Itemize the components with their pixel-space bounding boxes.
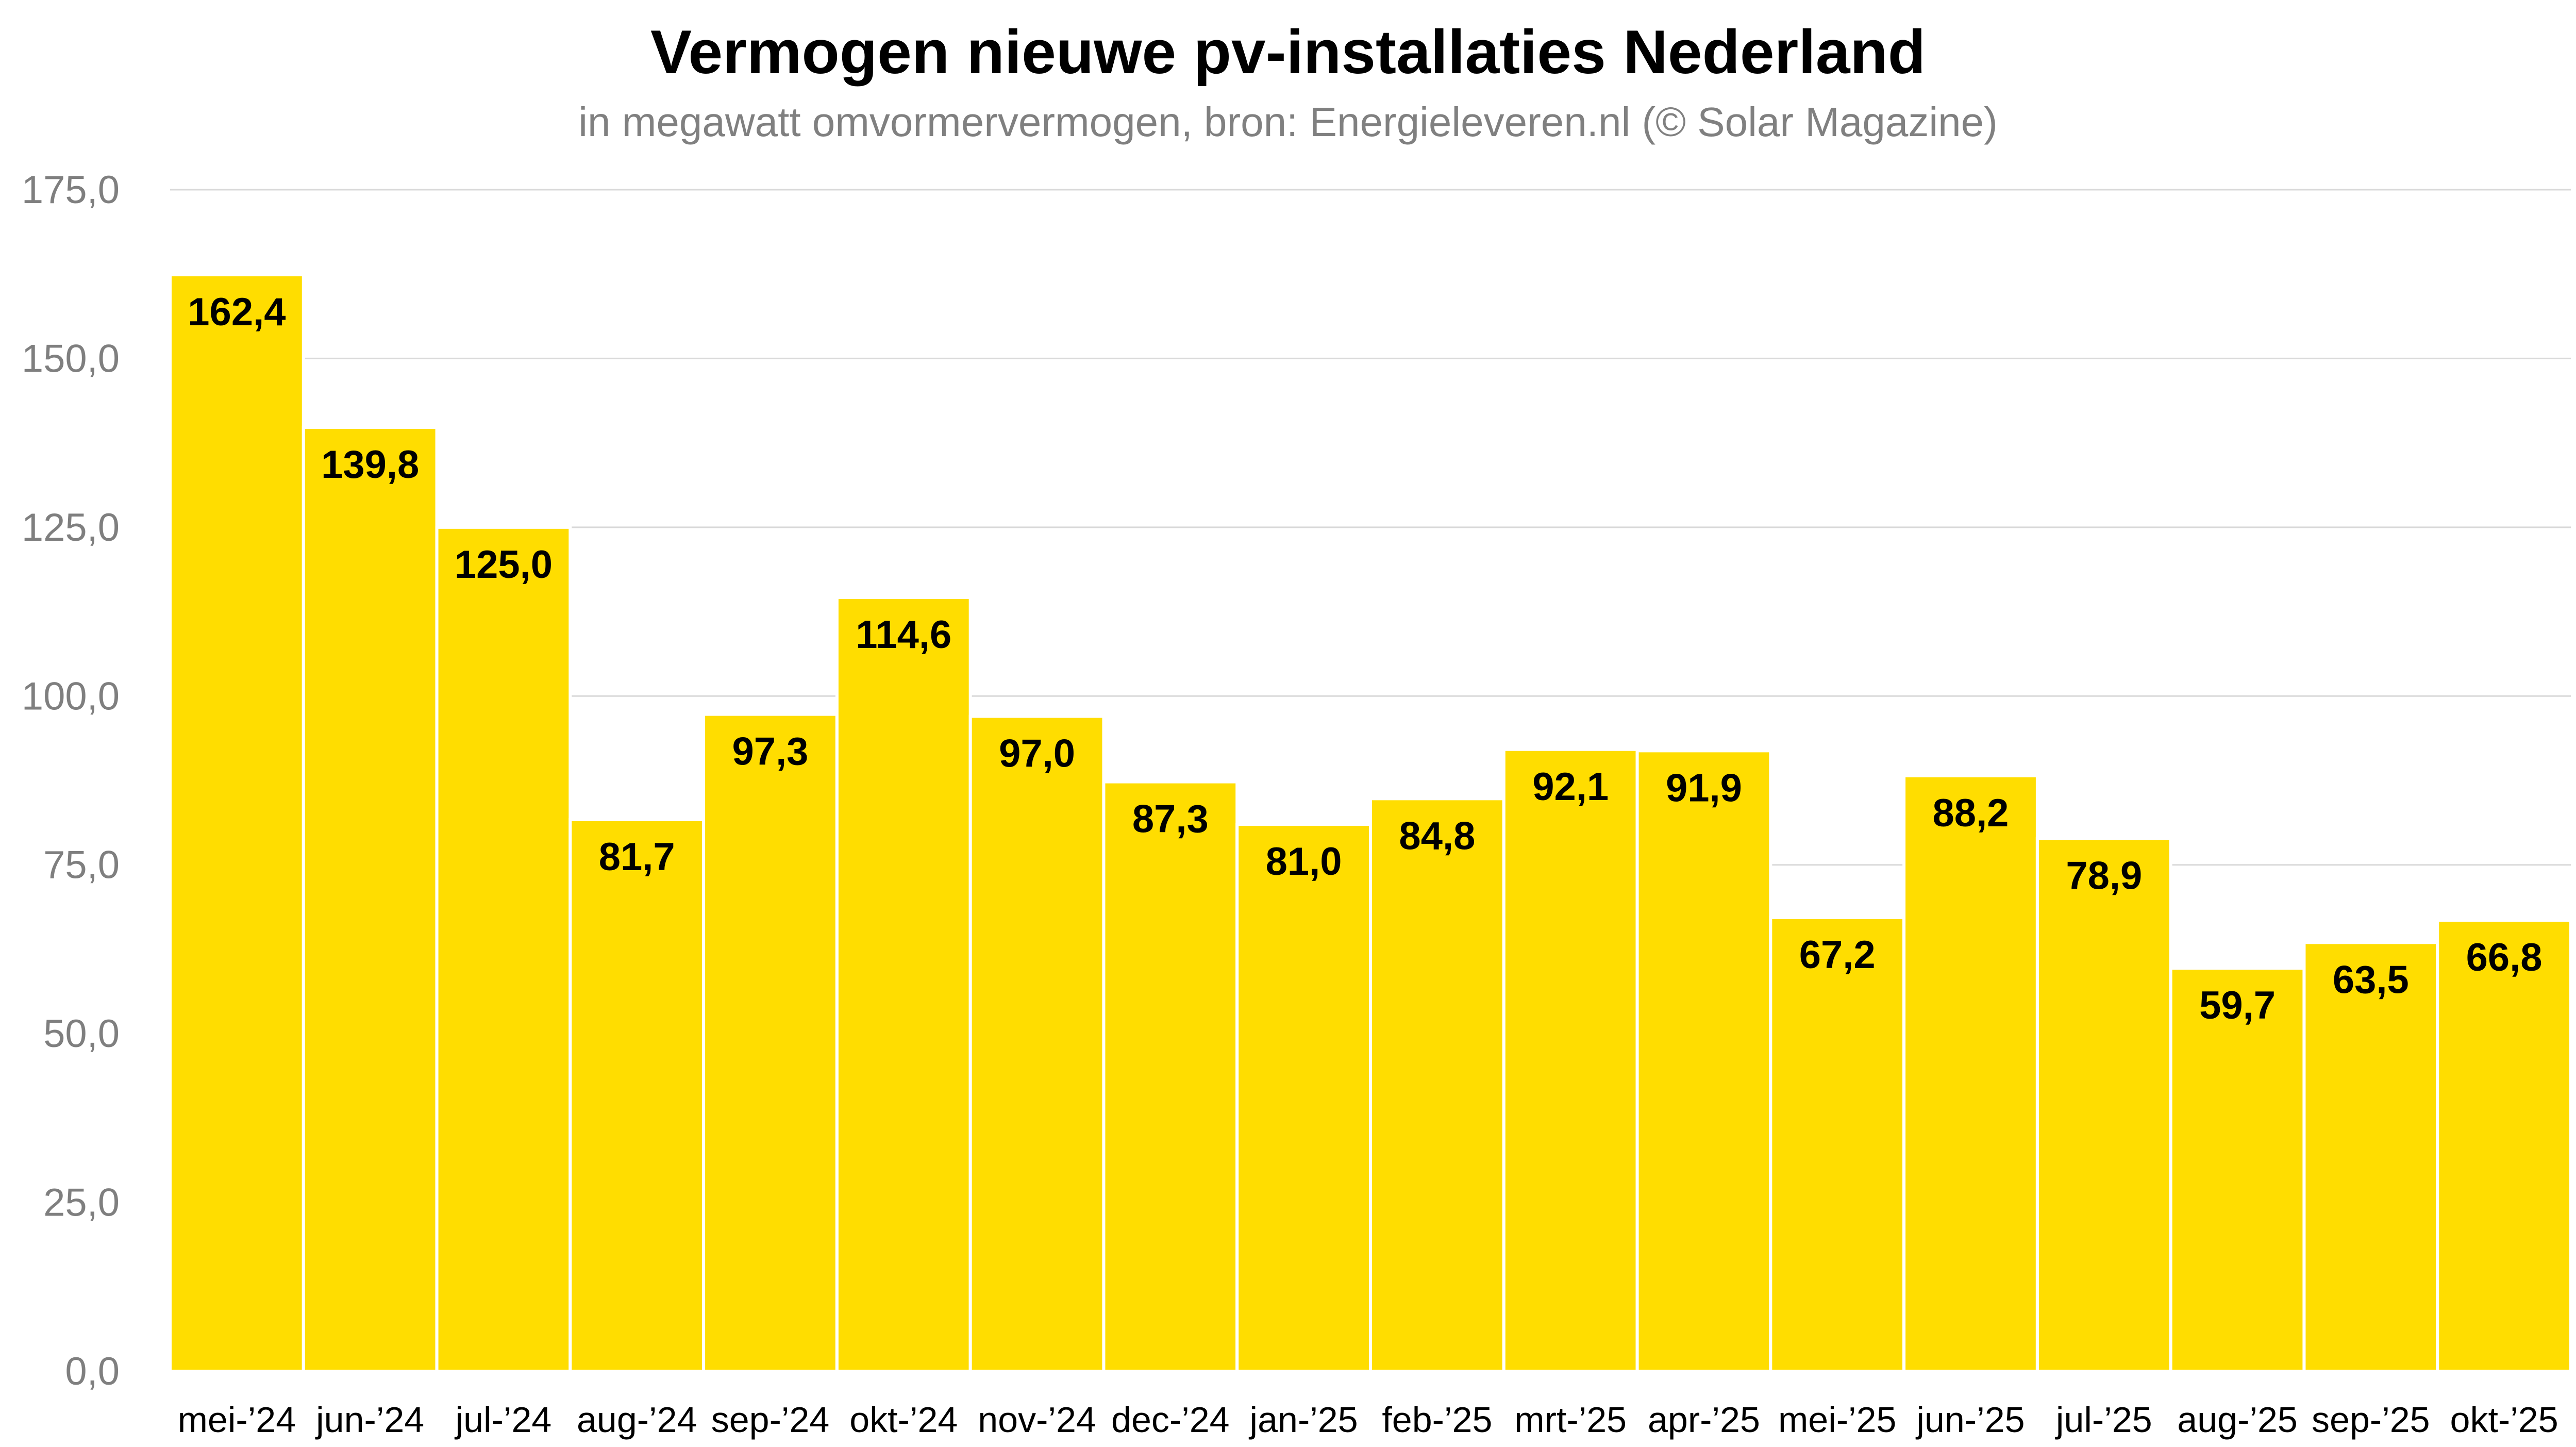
chart-title: Vermogen nieuwe pv-installaties Nederlan… (650, 18, 1926, 87)
data-label: 162,4 (188, 290, 286, 334)
data-label: 66,8 (2466, 936, 2542, 979)
data-label: 91,9 (1666, 766, 1742, 810)
x-tick-label: aug-’24 (577, 1400, 697, 1440)
y-tick-label: 75,0 (43, 843, 120, 887)
bar (1502, 747, 1639, 1373)
x-tick-label: jan-’25 (1249, 1400, 1358, 1440)
x-tick-label: jun-’25 (1915, 1400, 2025, 1440)
x-tick-label: okt-’25 (2450, 1400, 2558, 1440)
x-tick-label: okt-’24 (849, 1400, 958, 1440)
data-label: 139,8 (321, 443, 419, 487)
y-tick-label: 100,0 (22, 674, 120, 718)
bar (2436, 919, 2572, 1373)
x-tick-label: aug-’25 (2177, 1400, 2298, 1440)
x-tick-label: apr-’25 (1648, 1400, 1760, 1440)
y-tick-label: 0,0 (65, 1350, 120, 1393)
x-tick-label: jul-’24 (455, 1400, 552, 1440)
bar (1235, 823, 1372, 1373)
bar (2035, 837, 2172, 1373)
data-label: 81,7 (599, 835, 675, 879)
y-tick-label: 25,0 (43, 1181, 120, 1225)
x-tick-label: mrt-’25 (1514, 1400, 1627, 1440)
y-tick-label: 175,0 (22, 168, 120, 212)
chart-subtitle: in megawatt omvormervermogen, bron: Ener… (578, 99, 1998, 145)
y-tick-label: 50,0 (43, 1012, 120, 1056)
data-label: 97,3 (732, 730, 809, 774)
x-tick-label: dec-’24 (1111, 1400, 1230, 1440)
bar (169, 273, 305, 1373)
data-label: 114,6 (856, 613, 951, 657)
data-labels: 162,4 139,8 125,0 81,7 97,3 114,6 97,0 87,3 81,0… (188, 290, 2542, 1027)
x-axis: mei-’24 jun-’24 jul-’24 aug-’24 sep-’24 okt-’… (178, 1400, 2558, 1440)
data-label: 92,1 (1532, 765, 1609, 809)
x-tick-label: nov-’24 (978, 1400, 1096, 1440)
x-tick-label: mei-’24 (178, 1400, 296, 1440)
data-label: 87,3 (1132, 797, 1209, 841)
bar (2169, 967, 2306, 1373)
y-tick-label: 125,0 (22, 506, 120, 550)
x-tick-label: jul-’25 (2055, 1400, 2152, 1440)
y-axis: 0,0 25,0 50,0 75,0 100,0 125,0 150,0 175,0 (22, 168, 120, 1393)
bars (169, 273, 2572, 1373)
data-label: 84,8 (1399, 814, 1475, 858)
x-tick-label: jun-’24 (315, 1400, 424, 1440)
bar (968, 714, 1106, 1373)
bar (302, 426, 439, 1373)
data-label: 97,0 (999, 732, 1075, 776)
bar (435, 525, 572, 1373)
x-tick-label: mei-’25 (1778, 1400, 1897, 1440)
bar (1635, 749, 1772, 1373)
data-label: 59,7 (2199, 984, 2276, 1027)
data-label: 88,2 (1933, 791, 2009, 835)
y-tick-label: 150,0 (22, 337, 120, 380)
bar (1102, 780, 1239, 1373)
data-label: 63,5 (2333, 958, 2409, 1002)
data-label: 67,2 (1799, 933, 1876, 977)
bar (1769, 916, 1906, 1373)
bar (2302, 941, 2439, 1373)
data-label: 78,9 (2066, 854, 2142, 898)
bar (1369, 797, 1506, 1373)
data-label: 81,0 (1266, 840, 1342, 884)
x-tick-label: sep-’24 (711, 1400, 830, 1440)
bar (568, 818, 706, 1373)
data-label: 125,0 (455, 543, 553, 587)
bar (1902, 774, 2039, 1373)
x-tick-label: feb-’25 (1382, 1400, 1492, 1440)
bar (835, 596, 972, 1373)
bar (702, 712, 839, 1373)
x-tick-label: sep-’25 (2312, 1400, 2430, 1440)
